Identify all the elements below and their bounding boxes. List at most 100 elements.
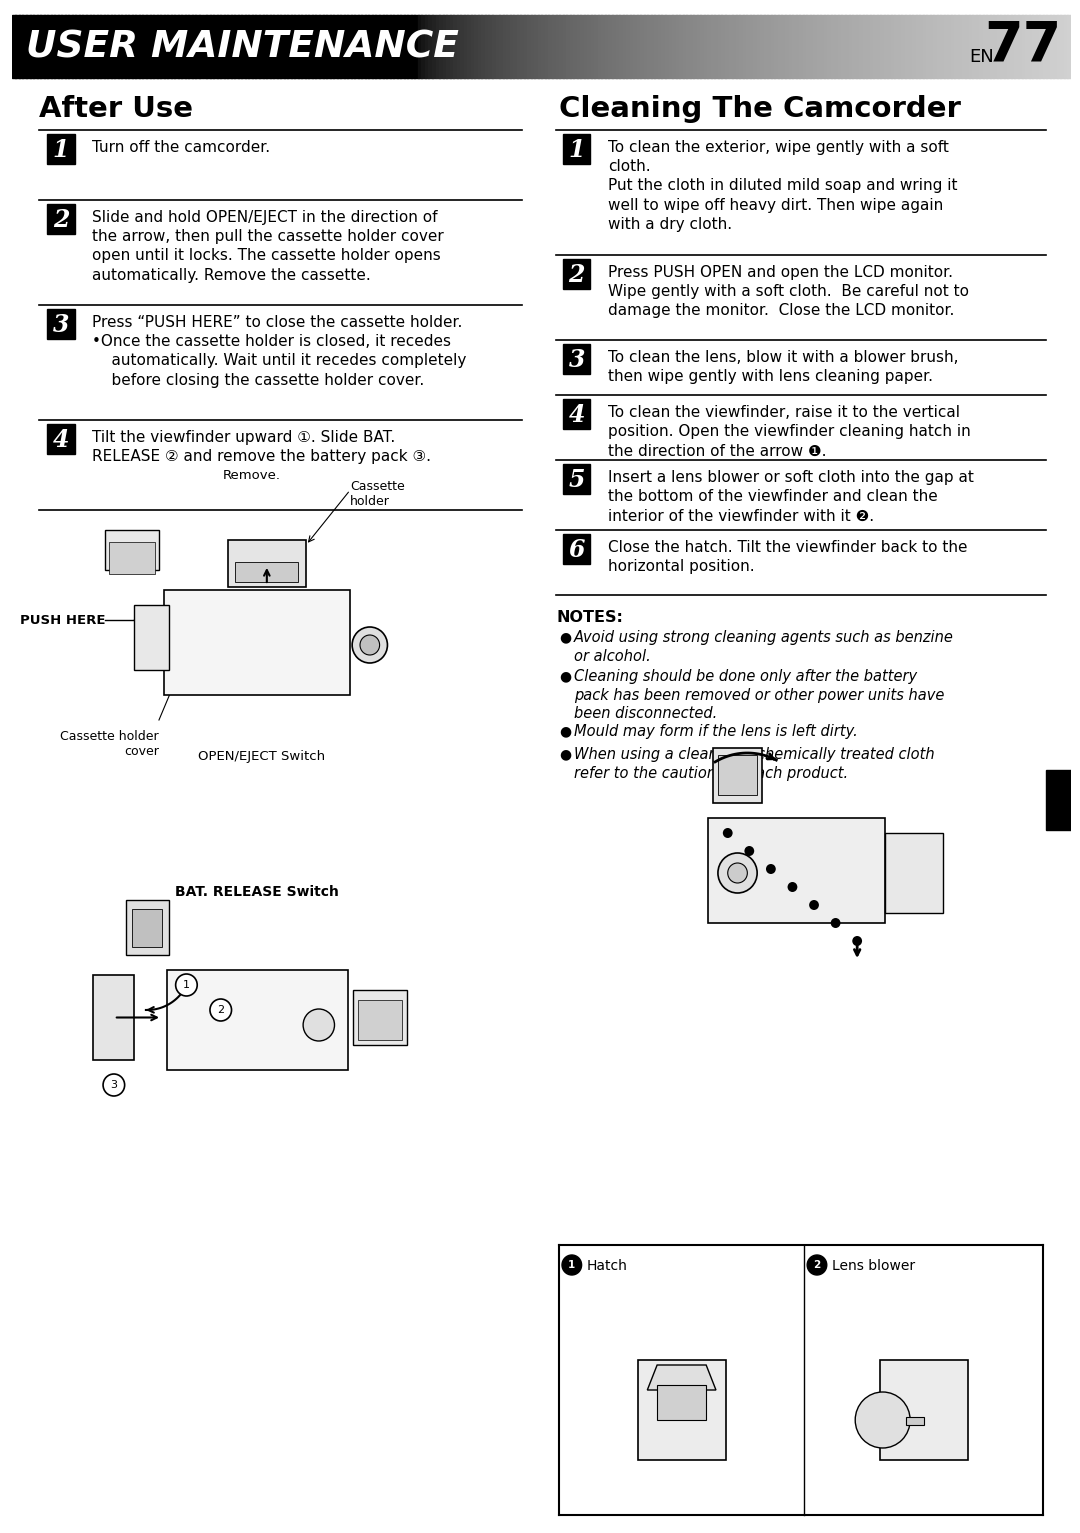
Circle shape [852,937,862,946]
Bar [323,15,327,78]
Bar [424,15,430,78]
Bar [527,15,531,78]
Bar [947,15,951,78]
Bar [513,15,517,78]
Bar [1011,15,1015,78]
Bar [750,15,754,78]
Bar [563,533,591,564]
Bar [827,15,832,78]
Bar [51,15,55,78]
Bar [29,15,35,78]
Bar [729,15,733,78]
Bar [894,15,899,78]
Bar [919,15,923,78]
Text: Cleaning The Camcorder: Cleaning The Camcorder [559,95,961,123]
Text: 1: 1 [183,980,190,990]
Bar [994,15,998,78]
Bar [866,15,870,78]
Text: 1: 1 [53,138,69,162]
Circle shape [352,627,388,662]
Bar [404,15,408,78]
Bar [633,15,637,78]
Bar [502,15,508,78]
Bar [146,15,150,78]
Bar [359,1000,402,1039]
Bar [605,15,609,78]
Bar [612,15,617,78]
Bar [661,15,666,78]
Bar [348,15,352,78]
Bar [245,15,249,78]
Bar [880,15,885,78]
Bar [792,15,797,78]
Bar [521,15,525,78]
Bar [90,15,94,78]
Text: Mould may form if the lens is left dirty.: Mould may form if the lens is left dirty… [573,724,858,739]
Bar [721,15,726,78]
Bar [393,15,397,78]
Bar [869,15,874,78]
Polygon shape [647,1364,716,1390]
Bar [577,15,581,78]
Bar [105,530,159,570]
Bar [199,15,203,78]
Bar [390,15,394,78]
Bar [96,15,102,78]
Bar [997,15,1001,78]
Bar [732,15,737,78]
Bar [788,15,793,78]
Bar [980,15,984,78]
Bar [415,15,419,78]
Bar [135,15,140,78]
Bar [48,15,52,78]
Bar [816,15,821,78]
Text: USER MAINTENANCE: USER MAINTENANCE [26,29,459,66]
Text: 2: 2 [217,1006,225,1015]
Bar [1022,15,1026,78]
Bar [326,15,330,78]
Bar [100,15,105,78]
Bar [774,15,779,78]
Bar [1061,15,1065,78]
Bar [107,15,111,78]
Bar [171,15,175,78]
Bar [488,15,492,78]
Bar [54,15,58,78]
Bar [760,15,765,78]
Bar [192,15,197,78]
Bar [343,15,348,78]
Bar [725,15,729,78]
Text: After Use: After Use [39,95,193,123]
Bar [711,15,715,78]
Bar [234,15,239,78]
Bar [276,15,281,78]
Bar [906,1416,923,1426]
Circle shape [831,918,840,927]
Text: OPEN/EJECT Switch: OPEN/EJECT Switch [199,750,325,763]
Bar [86,15,91,78]
Bar [813,15,818,78]
Bar [48,204,75,235]
Bar [1042,15,1048,78]
Bar [619,15,623,78]
Bar [160,15,164,78]
Bar [227,15,232,78]
Bar [718,754,757,796]
Bar [707,15,712,78]
Text: 1: 1 [568,1260,576,1269]
Bar [57,15,63,78]
Circle shape [766,865,775,874]
Bar [492,15,497,78]
Bar [768,15,772,78]
Bar [353,990,407,1046]
Bar [1050,15,1054,78]
Bar [440,15,444,78]
Bar [443,15,447,78]
Bar [897,15,903,78]
Bar [580,15,584,78]
Bar [855,15,860,78]
Bar [485,15,489,78]
Bar [210,15,214,78]
Bar [114,15,119,78]
Bar [104,15,108,78]
